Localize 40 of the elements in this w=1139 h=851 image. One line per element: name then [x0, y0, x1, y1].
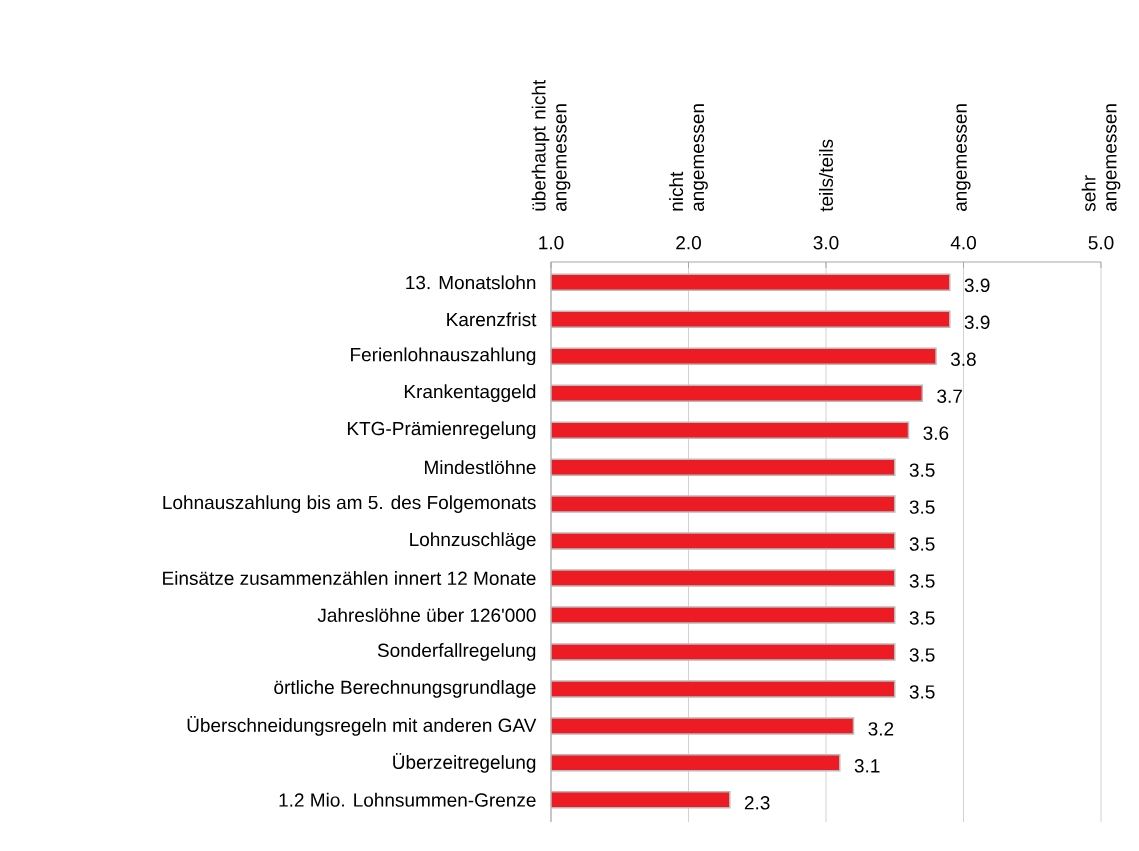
data-label: 3.5	[909, 537, 935, 551]
y-tick-label: Einsätze zusammenzählen innert 12 Monate	[163, 571, 536, 586]
data-label: 3.9	[964, 278, 990, 293]
data-label: 3.9	[964, 315, 990, 330]
x-tick-label: 2.0	[676, 236, 701, 250]
x-tick-label: 1.0	[539, 236, 564, 250]
y-tick-label: KTG-Prämienregelung	[347, 421, 536, 440]
data-label: 3.7	[937, 389, 962, 403]
y-tick-label: Sonderfallregelung	[377, 643, 536, 661]
x-tick-label: 4.0	[950, 236, 976, 250]
text: teils/teils	[819, 139, 833, 212]
text: angemessen	[956, 104, 971, 211]
data-label: 3.5	[909, 463, 935, 477]
y-tick-label: 13. Monatslohn	[406, 275, 536, 290]
text: sehr angemessen	[1081, 104, 1121, 212]
data-label: 2.3	[744, 796, 770, 810]
data-label: 3.6	[923, 426, 949, 440]
y-tick-label: Karenzfrist	[447, 312, 537, 327]
data-label: 3.5	[909, 574, 935, 588]
y-tick-label: Jahreslöhne über 126'000	[317, 608, 536, 622]
x-tick-label: 5.0	[1088, 236, 1114, 250]
y-tick-label: örtliche Berechnungsgrundlage	[274, 680, 536, 698]
y-tick-label: Überzeitregelung	[393, 752, 536, 773]
y-tick-label: Krankentaggeld	[404, 384, 536, 403]
data-label: 3.1	[854, 759, 880, 773]
data-label: 3.2	[868, 722, 894, 736]
text: nicht angemessen	[669, 104, 708, 211]
text: überhaupt nicht angemessen	[531, 79, 571, 211]
y-tick-label: Lohnauszahlung bis am 5. des Folgemonats	[163, 495, 536, 513]
data-label: 3.8	[950, 352, 976, 366]
y-tick-label: Lohnzuschläge	[410, 532, 536, 550]
data-label: 3.5	[909, 500, 935, 514]
data-label: 3.5	[909, 685, 935, 699]
y-tick-label: 1.2 Mio. Lohnsummen-Grenze	[279, 792, 536, 807]
y-tick-label: Überschneidungsregeln mit anderen GAV	[187, 715, 537, 736]
y-tick-label: Mindestlöhne	[425, 460, 536, 475]
data-label: 3.5	[909, 648, 935, 662]
x-tick-label: 3.0	[813, 236, 839, 250]
data-label: 3.5	[909, 611, 935, 625]
y-tick-label: Ferienlohnauszahlung	[351, 347, 536, 366]
